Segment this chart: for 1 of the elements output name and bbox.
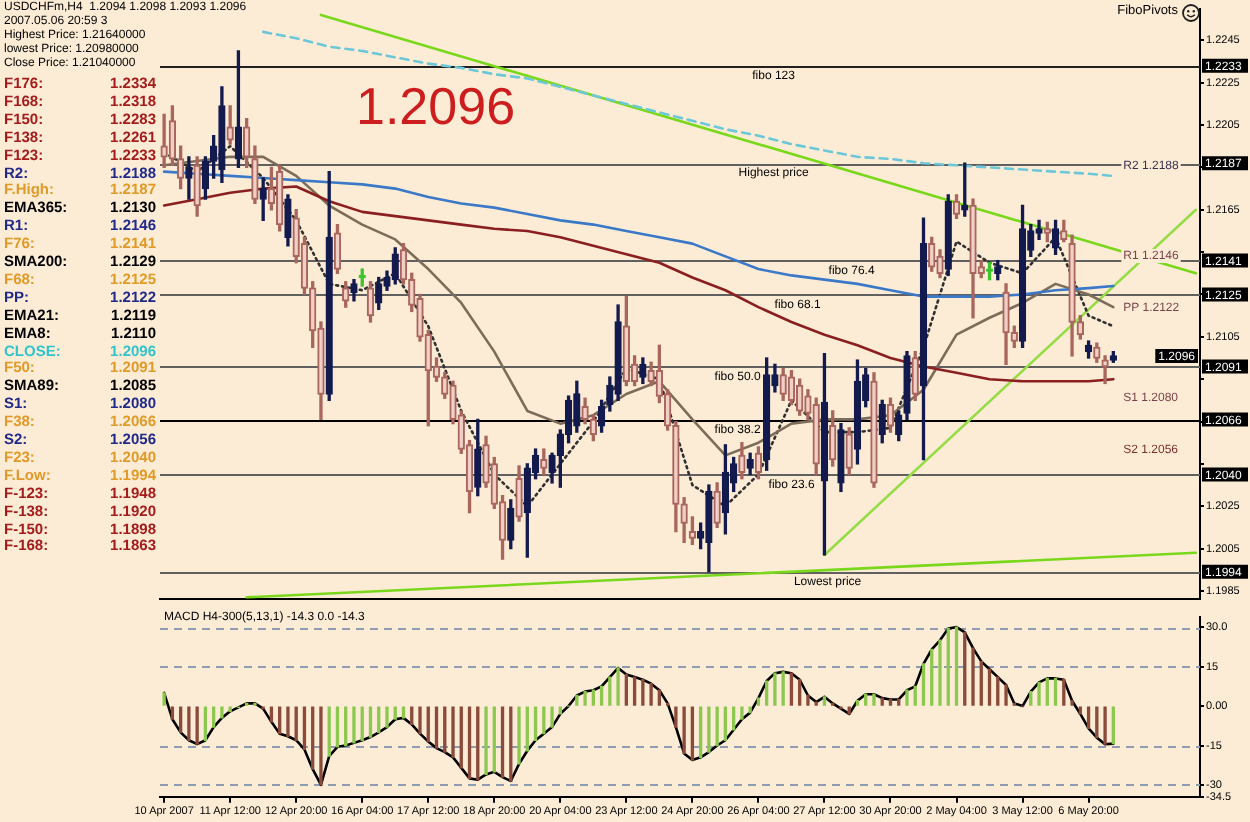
annotation: 1.2096	[356, 76, 516, 136]
